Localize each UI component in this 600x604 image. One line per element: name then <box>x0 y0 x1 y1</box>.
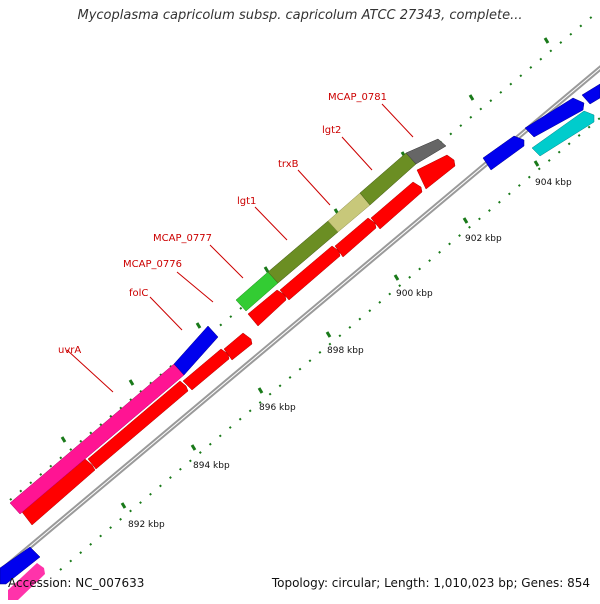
forward-strand-track <box>0 83 600 585</box>
gene-feature-red[interactable] <box>182 348 230 391</box>
gene-feature-blue[interactable] <box>581 83 600 105</box>
gene-label-MCAP_0781: MCAP_0781 <box>328 92 387 103</box>
gene-feature-cyan[interactable] <box>531 110 595 157</box>
gene-feature-MCAP_0781[interactable] <box>405 138 447 165</box>
label-connectors <box>66 103 414 393</box>
gene-feature-red[interactable] <box>416 154 456 190</box>
gene-feature-blue[interactable] <box>524 97 585 138</box>
minor-tick-row-inner <box>59 117 600 571</box>
gene-labels: uvrA folC MCAP_0776 MCAP_0777 lgt1 trxB … <box>58 92 387 356</box>
major-ticks <box>120 160 540 509</box>
major-tick <box>257 387 264 394</box>
gene-label-lgt1: lgt1 <box>237 196 256 207</box>
major-tick <box>325 331 332 338</box>
gene-label-MCAP_0777: MCAP_0777 <box>153 233 212 244</box>
map-title: Mycoplasma capricolum subsp. capricolum … <box>77 8 523 23</box>
topology-label: Topology: circular; Length: 1,010,023 bp… <box>271 576 590 590</box>
gene-label-folC: folC <box>129 288 148 299</box>
gene-feature-folC[interactable] <box>173 325 219 376</box>
gene-feature-red[interactable] <box>334 217 377 258</box>
gene-label-lgt2: lgt2 <box>322 125 341 136</box>
gene-label-uvrA: uvrA <box>58 345 81 356</box>
gene-feature-blue[interactable] <box>482 135 525 171</box>
tick-label: 894 kbp <box>193 461 230 471</box>
gene-feature-red[interactable] <box>223 332 253 361</box>
tick-label: 904 kbp <box>535 178 572 188</box>
genome-backbone <box>0 65 600 575</box>
accession-label: Accession: NC_007633 <box>8 576 145 590</box>
gene-feature-pink[interactable] <box>8 563 45 600</box>
major-tick <box>393 274 400 281</box>
tick-label: 902 kbp <box>465 234 502 244</box>
gene-label-trxB: trxB <box>278 159 299 170</box>
major-tick <box>533 160 540 167</box>
tick-label: 892 kbp <box>128 520 165 530</box>
major-tick <box>120 502 127 509</box>
gene-feature-red[interactable] <box>370 181 423 230</box>
gene-feature-red[interactable] <box>279 245 341 301</box>
major-tick <box>190 444 197 451</box>
tick-label: 896 kbp <box>259 403 296 413</box>
gene-feature-blue[interactable] <box>0 546 41 585</box>
gene-label-MCAP_0776: MCAP_0776 <box>123 259 182 270</box>
tick-label: 898 kbp <box>327 346 364 356</box>
tick-label: 900 kbp <box>396 289 433 299</box>
gene-feature-red[interactable] <box>247 289 287 327</box>
major-tick <box>462 217 469 224</box>
tick-labels: 892 kbp 894 kbp 896 kbp 898 kbp 900 kbp … <box>128 178 572 530</box>
gene-feature-red[interactable] <box>87 380 189 470</box>
